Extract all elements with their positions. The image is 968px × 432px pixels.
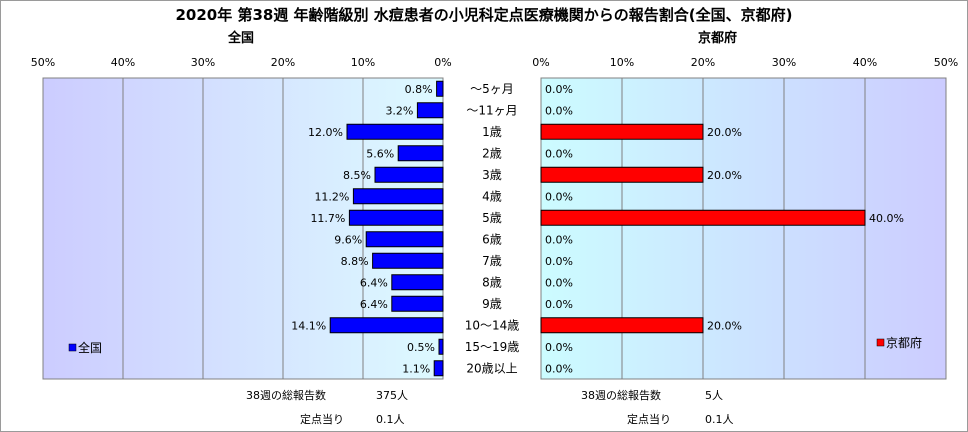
national-value-label: 9.6% [334, 233, 362, 246]
category-label: 15～19歳 [465, 340, 520, 354]
national-value-label: 11.7% [310, 212, 345, 225]
category-label: 7歳 [482, 254, 502, 268]
kyoto-bar [540, 317, 704, 334]
kyoto-x-tick-label: 0% [532, 56, 549, 69]
national-bar [346, 123, 444, 140]
category-label: 6歳 [482, 232, 502, 246]
national-x-tick-label: 10% [351, 56, 375, 69]
national-per-site-label: 定点当り [300, 413, 344, 426]
national-value-label: 11.2% [314, 190, 349, 203]
category-label: ～11ヶ月 [466, 103, 517, 117]
national-bar [416, 102, 444, 119]
national-value-label: 0.8% [405, 83, 433, 96]
national-bar [391, 274, 444, 291]
national-value-label: 8.8% [341, 255, 369, 268]
national-bar [372, 252, 444, 269]
kyoto-x-tick-label: 20% [691, 56, 715, 69]
national-per-site-value: 0.1人 [376, 413, 405, 426]
category-label: 10～14歳 [465, 318, 520, 332]
national-legend-label: 全国 [78, 340, 102, 355]
kyoto-value-label: 20.0% [707, 126, 742, 139]
national-value-label: 0.5% [407, 341, 435, 354]
category-label: 20歳以上 [466, 361, 517, 375]
national-value-label: 3.2% [385, 104, 413, 117]
category-label: 3歳 [482, 168, 502, 182]
national-value-label: 12.0% [308, 126, 343, 139]
national-value-label: 6.4% [360, 276, 388, 289]
national-bar [374, 166, 444, 183]
kyoto-value-label: 0.0% [545, 104, 573, 117]
kyoto-x-tick-label: 50% [934, 56, 958, 69]
category-label: 2歳 [482, 146, 502, 160]
kyoto-bar [540, 209, 866, 226]
national-total-reports-label: 38週の総報告数 [246, 389, 326, 402]
kyoto-total-reports-label: 38週の総報告数 [581, 389, 661, 402]
category-label: 1歳 [482, 125, 502, 139]
kyoto-x-tick-label: 30% [772, 56, 796, 69]
category-label: 5歳 [482, 211, 502, 225]
kyoto-value-label: 0.0% [545, 190, 573, 203]
kyoto-panel-title: 京都府 [698, 31, 738, 46]
national-x-tick-label: 30% [191, 56, 215, 69]
kyoto-value-label: 0.0% [545, 298, 573, 311]
kyoto-value-label: 40.0% [869, 212, 904, 225]
national-x-tick-label: 50% [31, 56, 55, 69]
national-bar [433, 360, 444, 377]
national-bar [438, 338, 444, 355]
kyoto-x-tick-label: 10% [610, 56, 634, 69]
kyoto-value-label: 0.0% [545, 276, 573, 289]
kyoto-value-label: 0.0% [545, 341, 573, 354]
national-bar [391, 295, 444, 312]
national-x-tick-label: 20% [271, 56, 295, 69]
kyoto-per-site-label: 定点当り [627, 413, 671, 426]
national-bar [352, 188, 444, 205]
kyoto-legend-label: 京都府 [886, 335, 922, 350]
chart-title: 2020年 第38週 年齢階級別 水痘患者の小児科定点医療機関からの報告割合(全… [175, 6, 793, 24]
national-bar [329, 317, 444, 334]
national-legend-swatch [68, 343, 77, 352]
national-plot-area [42, 77, 444, 380]
category-label: 8歳 [482, 275, 502, 289]
national-total-reports-value: 375人 [376, 389, 408, 402]
national-value-label: 8.5% [343, 169, 371, 182]
category-label: 9歳 [482, 297, 502, 311]
national-x-tick-label: 0% [434, 56, 451, 69]
kyoto-value-label: 20.0% [707, 319, 742, 332]
national-bar [365, 231, 444, 248]
kyoto-bar [540, 166, 704, 183]
national-value-label: 5.6% [366, 147, 394, 160]
kyoto-per-site-value: 0.1人 [705, 413, 734, 426]
kyoto-value-label: 20.0% [707, 169, 742, 182]
kyoto-value-label: 0.0% [545, 233, 573, 246]
kyoto-legend-swatch [876, 338, 885, 347]
national-bar [436, 80, 444, 97]
kyoto-value-label: 0.0% [545, 255, 573, 268]
kyoto-value-label: 0.0% [545, 83, 573, 96]
kyoto-value-label: 0.0% [545, 362, 573, 375]
national-bar [397, 145, 444, 162]
kyoto-bar [540, 123, 704, 140]
national-bar [348, 209, 444, 226]
category-label: ～5ヶ月 [470, 82, 514, 96]
national-value-label: 1.1% [402, 362, 430, 375]
national-x-tick-label: 40% [111, 56, 135, 69]
category-label: 4歳 [482, 189, 502, 203]
kyoto-x-tick-label: 40% [853, 56, 877, 69]
national-panel-title: 全国 [228, 31, 255, 46]
national-value-label: 14.1% [291, 319, 326, 332]
kyoto-total-reports-value: 5人 [705, 389, 723, 402]
national-value-label: 6.4% [360, 298, 388, 311]
kyoto-value-label: 0.0% [545, 147, 573, 160]
kyoto-plot-area [540, 77, 947, 380]
